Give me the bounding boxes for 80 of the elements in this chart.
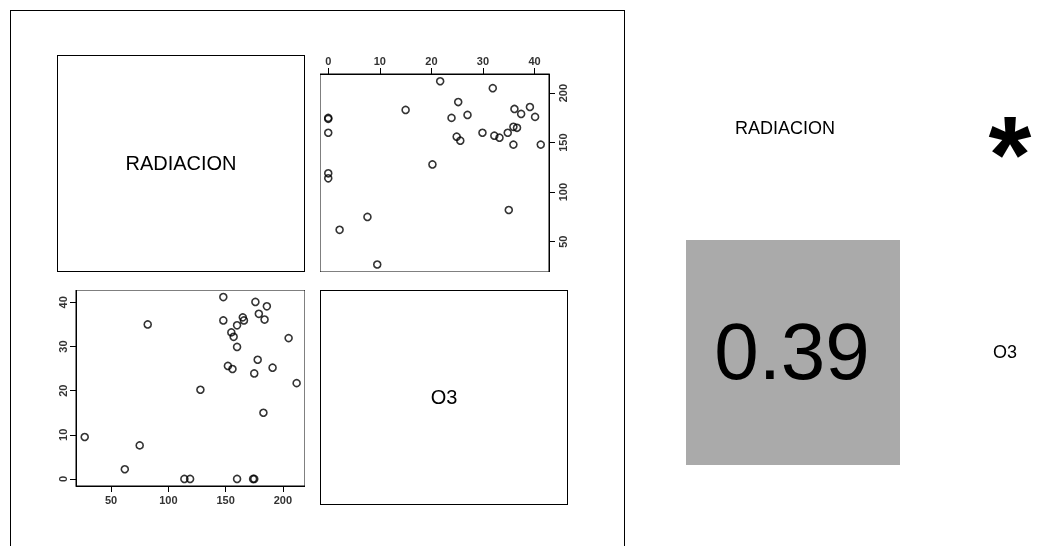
text: RADIACION [57, 55, 305, 272]
point [323, 174, 333, 183]
point [372, 260, 382, 269]
y-tick-label: 10 [56, 428, 69, 441]
point [268, 363, 277, 372]
point [284, 333, 293, 343]
point [249, 369, 259, 378]
point [180, 474, 189, 484]
point [219, 316, 228, 325]
x-tick-label: 30 [476, 54, 490, 67]
point [251, 297, 260, 307]
point [435, 76, 445, 86]
point [453, 97, 463, 107]
x-tick-label: 20 [425, 54, 438, 67]
text: 0.39 [714, 307, 870, 396]
point [232, 474, 242, 484]
point [260, 315, 269, 324]
point [363, 212, 372, 222]
y-tick-label: 150 [556, 133, 569, 152]
point [80, 432, 90, 442]
point [428, 160, 437, 169]
point [143, 320, 153, 329]
x-tick-label: 10 [373, 54, 386, 67]
point [516, 109, 526, 119]
point [323, 169, 333, 178]
point [530, 112, 540, 122]
point [525, 102, 535, 112]
point [135, 441, 144, 450]
point [259, 408, 268, 418]
x-tick-label: 50 [104, 493, 118, 506]
point [488, 83, 498, 93]
text: RADIACION [734, 118, 836, 138]
point [185, 474, 195, 484]
point [219, 292, 228, 302]
point [510, 104, 519, 114]
x-tick-label: 200 [273, 493, 293, 506]
y-tick-label: 20 [56, 384, 69, 397]
y-tick-label: 40 [56, 296, 69, 309]
point [512, 123, 522, 133]
point [335, 225, 344, 235]
point [120, 464, 130, 474]
point [401, 105, 410, 115]
point [536, 140, 546, 149]
point [253, 355, 262, 365]
y-tick-label: 0 [56, 475, 69, 482]
point [504, 205, 514, 215]
point [229, 332, 238, 342]
point [228, 364, 237, 374]
point [463, 110, 472, 120]
y-tick-label: 30 [56, 340, 69, 353]
point [232, 321, 242, 330]
point [509, 122, 518, 132]
point [495, 133, 504, 142]
point [490, 131, 499, 141]
point [447, 113, 456, 123]
point [323, 128, 333, 138]
point [238, 313, 248, 322]
y-tick-label: 50 [556, 235, 569, 248]
point [456, 136, 465, 145]
text: O3 [320, 290, 568, 505]
y-tick-label: 100 [556, 182, 569, 202]
x-tick-label: 0 [325, 54, 332, 67]
point [232, 342, 242, 352]
point [262, 302, 272, 311]
text: O3 [992, 342, 1018, 362]
point [239, 316, 249, 325]
point [478, 128, 487, 138]
point [227, 328, 236, 337]
point [509, 140, 518, 149]
point [223, 361, 233, 371]
point [196, 385, 205, 395]
x-tick-label: 100 [159, 493, 178, 506]
point [452, 132, 461, 141]
y-tick-label: 200 [556, 83, 569, 103]
point [503, 128, 513, 138]
text: * [988, 92, 1032, 216]
point [254, 309, 264, 319]
x-tick-label: 40 [528, 54, 541, 67]
x-tick-label: 150 [216, 493, 235, 506]
point [292, 378, 301, 388]
